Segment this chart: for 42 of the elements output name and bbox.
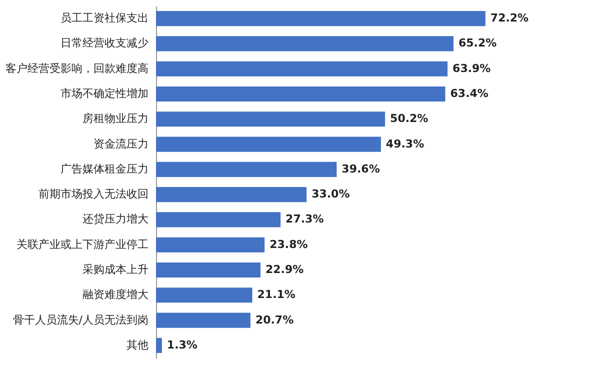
- data-label: 50.2%: [390, 112, 428, 126]
- y-tick-label: 客户经营受影响，回款难度高: [6, 62, 148, 75]
- data-label: 20.7%: [255, 313, 294, 326]
- bar: [156, 112, 386, 127]
- bar: [156, 288, 252, 303]
- data-label: 1.3%: [166, 338, 198, 352]
- data-label: 22.9%: [265, 263, 304, 276]
- bar: [156, 36, 454, 52]
- y-tick-label: 广告媒体租金压力: [60, 162, 148, 176]
- data-label: 33.0%: [312, 188, 350, 201]
- y-tick-label: 资金流压力: [94, 137, 148, 150]
- y-tick-label: 关联产业或上下游产业停工: [16, 238, 148, 251]
- data-label: 39.6%: [342, 162, 380, 176]
- y-tick-label: 还贷压力增大: [82, 212, 148, 226]
- data-label: 27.3%: [286, 212, 324, 226]
- bar: [156, 338, 162, 353]
- data-label: 23.8%: [270, 238, 308, 251]
- y-tick-label: 其他: [126, 338, 148, 352]
- bar: [156, 86, 446, 102]
- y-tick-label: 房租物业压力: [82, 112, 148, 126]
- bar: [156, 11, 486, 26]
- data-label: 21.1%: [257, 288, 296, 302]
- bar: [156, 187, 307, 202]
- bar: [156, 136, 381, 152]
- data-label: 63.9%: [452, 62, 491, 75]
- bar: [156, 162, 337, 177]
- y-tick-label: 市场不确定性增加: [60, 87, 148, 100]
- y-tick-label: 采购成本上升: [82, 263, 148, 276]
- y-tick-label: 日常经营收支减少: [60, 36, 148, 50]
- bar: [156, 312, 250, 328]
- data-label: 65.2%: [458, 36, 497, 50]
- y-tick-label: 员工工资社保支出: [60, 12, 148, 25]
- y-tick-label: 骨干人员流失/人员无法到岗: [12, 313, 148, 326]
- data-label: 63.4%: [450, 87, 488, 100]
- data-label: 49.3%: [386, 137, 424, 150]
- bar: [156, 212, 281, 228]
- y-tick-label: 融资难度增大: [82, 288, 148, 302]
- bar: [156, 237, 265, 252]
- y-tick-label: 前期市场投入无法收回: [38, 188, 148, 201]
- data-label: 72.2%: [490, 12, 529, 25]
- bar: [156, 61, 448, 76]
- bar: [156, 262, 260, 278]
